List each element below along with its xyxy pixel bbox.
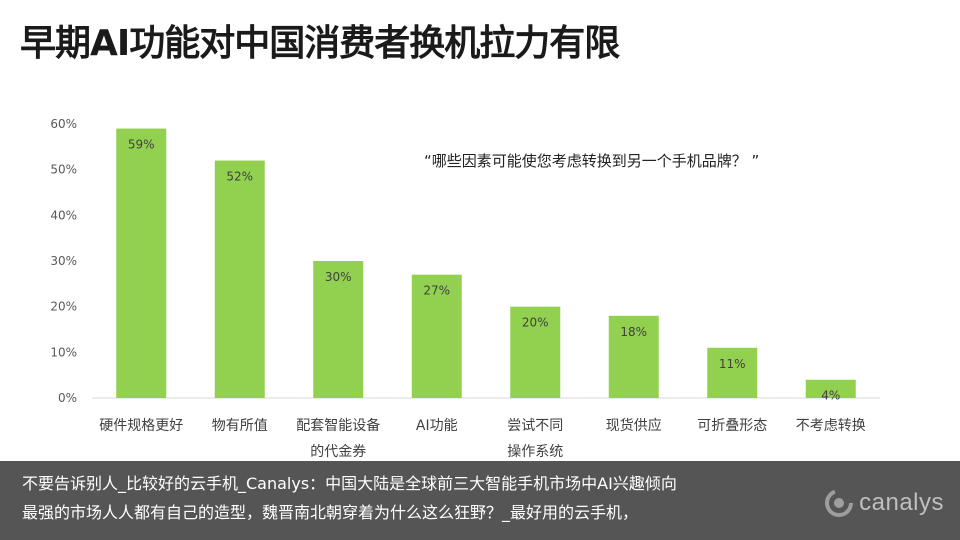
x-tick-label: 硬件规格更好 [99,418,183,434]
y-tick-label: 60% [50,117,77,131]
y-tick-label: 10% [50,345,77,359]
bars [116,128,856,399]
bar [805,379,856,398]
y-tick-label: 20% [50,300,77,314]
data-label: 59% [128,138,155,152]
bar [214,160,265,398]
data-label: 30% [325,270,352,284]
slide-title: 早期AI功能对中国消费者换机拉力有限 [20,23,620,64]
data-label: 18% [620,325,647,339]
bar [707,347,758,398]
x-tick-label: 可折叠形态 [697,418,767,434]
x-tick-label: 操作系统 [507,444,563,460]
y-tick-label: 40% [50,208,77,222]
bar [510,306,561,398]
data-label: 20% [522,316,549,330]
bar-chart: 0% 10% 20% 30% 40% 50% 60% 59% 52% 30% 27% 20% 18% 1… [50,117,880,460]
bar [313,261,364,398]
data-label: 4% [821,389,840,403]
x-tick-label: AI功能 [416,418,458,434]
bar [116,128,167,399]
y-tick-label: 30% [50,254,77,268]
canalys-wordmark: canalys [859,489,944,516]
y-axis-ticks: 0% 10% 20% 30% 40% 50% 60% [50,117,77,405]
x-tick-label: 不考虑转换 [796,417,866,434]
canalys-swirl-icon [825,489,854,517]
y-tick-label: 50% [50,163,77,177]
x-tick-label: 尝试不同 [507,418,563,434]
y-tick-label: 0% [58,391,77,405]
x-tick-label: 配套智能设备 [296,417,380,434]
data-label: 52% [226,170,253,184]
caption-overlay: 不要告诉别人_比较好的云手机_Canalys：中国大陆是全球前三大智能手机市场中… [0,461,960,540]
bar [411,274,462,398]
data-label: 11% [719,357,746,371]
x-tick-label: 现货供应 [606,417,662,434]
chart-question: “哪些因素可能使您考虑转换到另一个手机品牌？ ” [424,152,760,170]
caption-line-2: 最强的市场人人都有自己的造型，魏晋南北朝穿着为什么这么狂野？_最好用的云手机， [22,503,639,522]
data-labels: 59% 52% 30% 27% 20% 18% 11% 4% [128,138,840,403]
canalys-logo: canalys [825,489,944,517]
caption-line-1: 不要告诉别人_比较好的云手机_Canalys：中国大陆是全球前三大智能手机市场中… [22,474,677,493]
x-tick-label: 的代金券 [310,444,366,460]
bar [608,315,659,398]
data-label: 27% [423,284,450,298]
x-tick-label: 物有所值 [212,418,268,434]
